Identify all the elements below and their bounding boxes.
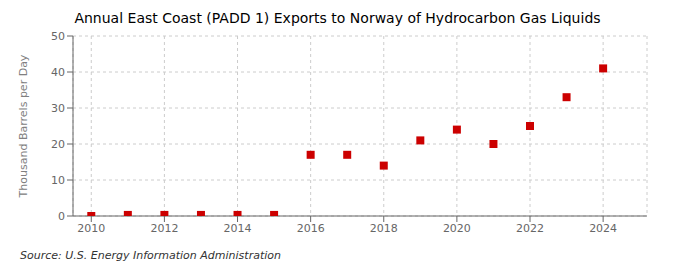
svg-text:50: 50 [51, 30, 65, 43]
svg-text:2018: 2018 [370, 222, 398, 235]
svg-text:10: 10 [51, 174, 65, 187]
html-text:Annual East Coast (PADD 1) Exp: Annual East Coast (PADD 1) Exports to No… [74, 10, 601, 26]
svg-text:2010: 2010 [77, 222, 105, 235]
svg-text:2022: 2022 [516, 222, 544, 235]
svg-text:2024: 2024 [589, 222, 617, 235]
svg-text:30: 30 [51, 102, 65, 115]
svg-text:20: 20 [51, 138, 65, 151]
svg-text:2012: 2012 [150, 222, 178, 235]
svg-text:0: 0 [58, 210, 65, 223]
svg-text:2020: 2020 [443, 222, 471, 235]
svg-text:2016: 2016 [297, 222, 325, 235]
svg-text:2014: 2014 [224, 222, 252, 235]
svg-text:40: 40 [51, 66, 65, 79]
svg-text:Thousand Barrels per Day: Thousand Barrels per Day [17, 54, 30, 198]
html-text:Source: U.S. Energy Informatio: Source: U.S. Energy Information Administ… [20, 249, 281, 262]
